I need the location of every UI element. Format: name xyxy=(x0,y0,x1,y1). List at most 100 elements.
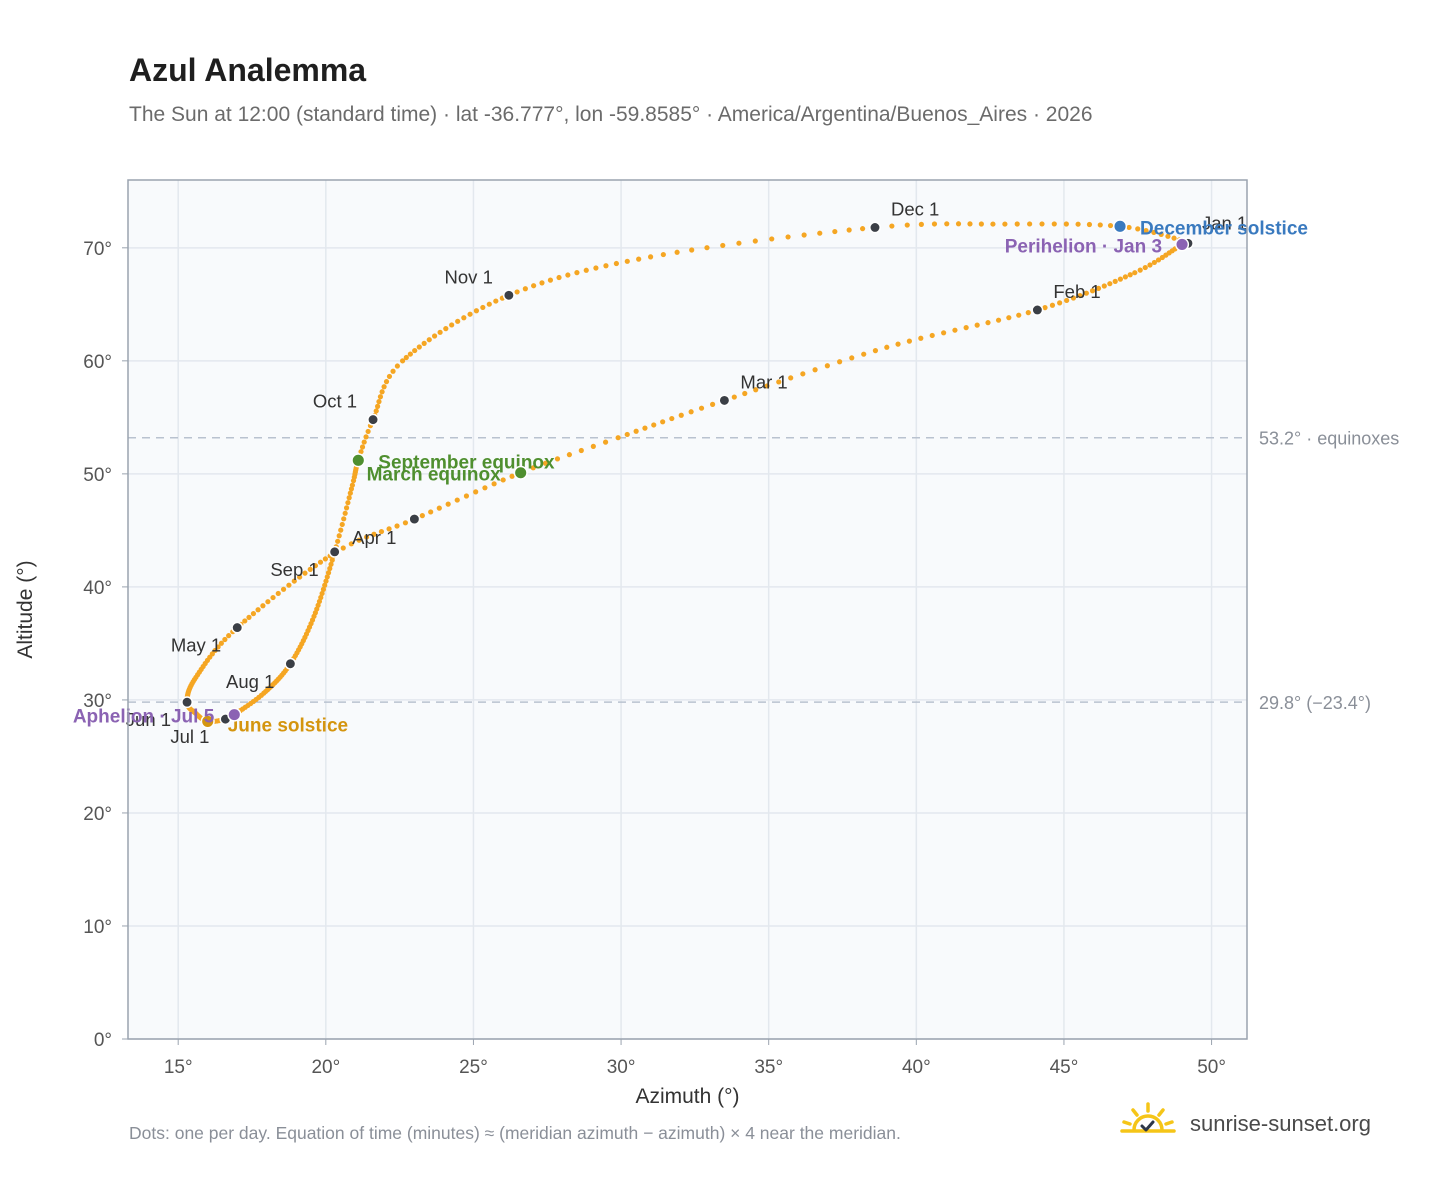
y-tick-label: 70° xyxy=(83,239,112,260)
daily-dot xyxy=(242,618,248,624)
daily-dot xyxy=(801,232,807,238)
daily-dot xyxy=(542,460,549,466)
daily-dot xyxy=(944,221,950,227)
month-marker xyxy=(408,513,421,526)
daily-dot xyxy=(859,226,866,232)
daily-dot xyxy=(615,435,621,441)
daily-dot xyxy=(1025,310,1031,316)
daily-dot xyxy=(556,274,562,281)
daily-dot xyxy=(978,221,984,227)
daily-dot xyxy=(1063,221,1069,227)
x-tick-label: 15° xyxy=(164,1057,193,1078)
daily-dot xyxy=(1127,272,1133,278)
daily-dot xyxy=(531,283,537,289)
daily-dot xyxy=(318,594,324,601)
daily-dot xyxy=(345,500,351,506)
daily-dot xyxy=(678,412,684,418)
daily-dot xyxy=(530,465,536,471)
daily-dot xyxy=(378,528,385,535)
y-tick-label: 50° xyxy=(83,465,112,486)
daily-dot xyxy=(307,566,313,572)
daily-dot xyxy=(449,322,455,328)
daily-dot xyxy=(1165,233,1171,239)
daily-dot xyxy=(339,521,345,528)
daily-dot xyxy=(363,534,370,540)
daily-dot xyxy=(218,640,224,646)
daily-dot xyxy=(1039,221,1045,227)
daily-dot xyxy=(849,355,855,361)
daily-dot xyxy=(660,251,666,258)
daily-dot xyxy=(376,399,382,405)
y-tick-label: 0° xyxy=(94,1030,112,1051)
daily-dot xyxy=(660,419,666,425)
event-label: Perihelion · Jan 3 xyxy=(1005,236,1162,257)
daily-dot xyxy=(647,254,654,260)
month-marker xyxy=(718,394,731,407)
daily-dot xyxy=(955,221,962,227)
daily-dot xyxy=(348,541,354,547)
event-label: June solstice xyxy=(228,715,348,736)
daily-dot xyxy=(361,439,367,445)
event-marker xyxy=(1174,237,1190,252)
daily-dot xyxy=(379,389,385,395)
month-label: Feb 1 xyxy=(1053,281,1100,302)
month-label: May 1 xyxy=(171,635,221,656)
daily-dot xyxy=(1064,297,1070,304)
daily-dot xyxy=(416,344,422,350)
month-label: Jul 1 xyxy=(170,726,209,747)
daily-dot xyxy=(356,537,362,543)
daily-dot xyxy=(1135,226,1141,232)
reference-lines: 53.2° · equinoxes 29.8° (−23.4°) xyxy=(128,429,1399,713)
daily-dot xyxy=(1097,222,1103,228)
x-tick-label: 30° xyxy=(607,1057,636,1078)
daily-dot xyxy=(1051,221,1057,227)
daily-dot xyxy=(753,387,759,393)
plot-area xyxy=(128,180,1247,1039)
daily-dot xyxy=(995,317,1002,323)
daily-dot xyxy=(280,586,287,592)
daily-dot xyxy=(1137,267,1143,273)
daily-dot xyxy=(386,526,392,532)
daily-dot xyxy=(407,351,413,357)
daily-dot xyxy=(1089,288,1096,294)
daily-dot xyxy=(574,270,580,276)
chart-title: Azul Analemma xyxy=(129,52,367,88)
daily-dot xyxy=(985,320,991,326)
month-marker xyxy=(231,621,244,634)
daily-dot xyxy=(742,390,748,397)
sun-check-icon xyxy=(1120,1102,1176,1133)
daily-dot xyxy=(312,563,319,569)
daily-dot xyxy=(710,401,716,407)
daily-dot xyxy=(463,493,470,499)
daily-dot xyxy=(688,409,694,415)
month-marker xyxy=(502,289,515,302)
month-label: Nov 1 xyxy=(445,266,493,287)
event-label: September equinox xyxy=(378,452,555,473)
daily-dot xyxy=(884,344,890,350)
daily-dot xyxy=(1142,264,1148,271)
daily-dot xyxy=(539,280,545,286)
daily-dot xyxy=(324,574,330,580)
daily-dot xyxy=(731,394,737,400)
daily-dot xyxy=(1151,229,1157,236)
daily-dot xyxy=(1014,221,1020,227)
daily-dot xyxy=(602,439,609,445)
y-tick-label: 60° xyxy=(83,352,112,373)
daily-dot xyxy=(329,557,335,563)
daily-dot xyxy=(1095,285,1102,291)
daily-dot xyxy=(226,633,232,639)
daily-dot xyxy=(918,221,924,227)
y-axis-label: Altitude (°) xyxy=(14,560,37,658)
daily-dot xyxy=(467,311,473,317)
daily-dot xyxy=(651,422,657,428)
daily-dot xyxy=(769,236,775,242)
daily-dot xyxy=(624,431,630,438)
month-label: Dec 1 xyxy=(891,198,939,219)
daily-dot xyxy=(736,240,742,246)
daily-dot xyxy=(359,444,366,450)
daily-dot xyxy=(1126,224,1132,231)
daily-dot xyxy=(514,289,520,295)
daily-dot xyxy=(1002,221,1008,227)
daily-dot xyxy=(812,367,818,373)
month-marker xyxy=(328,545,341,558)
